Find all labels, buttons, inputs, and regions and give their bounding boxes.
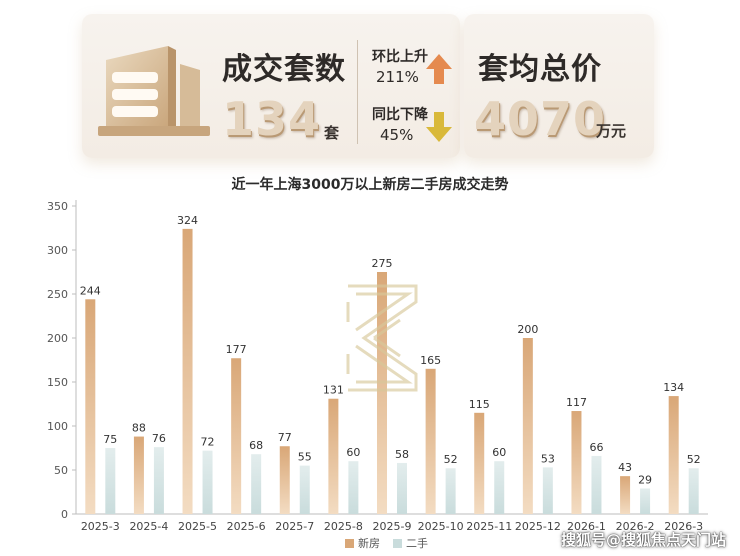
deals-value: 134 <box>222 92 322 146</box>
bar-second-hand <box>640 488 651 514</box>
data-label: 60 <box>492 446 506 459</box>
data-label: 52 <box>444 453 458 466</box>
bar-second-hand <box>688 468 699 514</box>
deals-unit: 套 <box>324 124 340 142</box>
data-label: 88 <box>132 422 146 435</box>
x-tick-label: 2025-4 <box>129 520 168 533</box>
bar-new <box>474 412 485 514</box>
bar-second-hand <box>348 461 359 514</box>
data-label: 55 <box>298 451 312 464</box>
bar-new <box>377 272 387 514</box>
data-label: 60 <box>346 446 360 459</box>
arrow-down-icon <box>426 112 452 142</box>
chart-title: 近一年上海3000万以上新房二手房成交走势 <box>231 177 509 193</box>
x-tick-label: 2025-5 <box>178 520 217 533</box>
data-label: 72 <box>201 436 215 449</box>
arrow-up-icon <box>426 54 452 84</box>
data-label: 134 <box>663 381 684 394</box>
legend-swatch <box>393 539 402 548</box>
bar-new <box>182 228 193 514</box>
deals-label: 成交套数 <box>222 52 346 87</box>
avg-price-label: 套均总价 <box>478 52 602 87</box>
y-tick-label: 300 <box>47 244 68 257</box>
mom-value: 211% <box>376 68 419 86</box>
bar-second-hand <box>105 448 116 514</box>
bar-second-hand <box>542 467 553 514</box>
data-label: 52 <box>687 453 701 466</box>
data-label: 66 <box>589 441 603 454</box>
data-label: 244 <box>80 284 101 297</box>
bar-new <box>231 358 242 514</box>
bar-new <box>571 411 582 514</box>
yoy-value: 45% <box>380 126 414 144</box>
data-label: 29 <box>638 473 652 486</box>
data-label: 117 <box>566 396 587 409</box>
bar-second-hand <box>591 455 602 514</box>
avg-price-unit: 万元 <box>596 122 627 140</box>
divider <box>357 40 358 144</box>
bar-new <box>425 368 436 514</box>
y-tick-label: 350 <box>47 200 68 213</box>
data-label: 275 <box>372 257 393 270</box>
data-label: 324 <box>177 214 198 227</box>
x-tick-label: 2025-8 <box>324 520 363 533</box>
legend-label: 新房 <box>358 536 380 550</box>
y-tick-label: 250 <box>47 288 68 301</box>
data-label: 43 <box>618 461 632 474</box>
x-tick-label: 2026-2 <box>616 520 655 533</box>
x-tick-label: 2025-12 <box>515 520 561 533</box>
x-tick-label: 2026-3 <box>664 520 703 533</box>
x-tick-label: 2025-6 <box>227 520 266 533</box>
y-tick-label: 100 <box>47 420 68 433</box>
data-label: 115 <box>469 398 490 411</box>
data-label: 75 <box>103 433 117 446</box>
x-tick-label: 2025-10 <box>418 520 464 533</box>
summary-card-avg-price <box>464 14 654 158</box>
data-label: 58 <box>395 448 409 461</box>
bar-new <box>279 446 290 514</box>
bar-new <box>328 398 339 514</box>
data-label: 131 <box>323 384 344 397</box>
x-tick-label: 2025-9 <box>373 520 412 533</box>
data-label: 177 <box>226 343 247 356</box>
data-label: 76 <box>152 432 166 445</box>
bar-second-hand <box>202 450 213 514</box>
x-tick-label: 2025-3 <box>81 520 120 533</box>
avg-price-value: 4070 <box>474 92 607 146</box>
building-icon <box>98 46 210 136</box>
bar-new <box>522 338 533 514</box>
mom-label: 环比上升 <box>372 49 428 65</box>
data-label: 68 <box>249 439 263 452</box>
x-tick-label: 2025-11 <box>466 520 512 533</box>
bar-new <box>133 436 144 514</box>
bar-new <box>620 476 631 514</box>
data-label: 200 <box>517 323 538 336</box>
yoy-label: 同比下降 <box>372 107 428 123</box>
y-tick-label: 50 <box>54 464 68 477</box>
logo-watermark-icon <box>346 284 418 392</box>
bar-second-hand <box>397 462 407 514</box>
watermark-text: 搜狐号@搜狐焦点天门站 <box>560 531 726 549</box>
data-label: 53 <box>541 452 555 465</box>
y-tick-label: 150 <box>47 376 68 389</box>
data-label: 165 <box>420 354 441 367</box>
y-tick-label: 200 <box>47 332 68 345</box>
bar-second-hand <box>494 461 505 514</box>
bar-second-hand <box>153 447 164 514</box>
bar-second-hand <box>445 468 456 514</box>
y-tick-label: 0 <box>61 508 68 521</box>
bar-second-hand <box>251 454 262 514</box>
x-tick-label: 2026-1 <box>567 520 606 533</box>
bar-new <box>85 299 96 514</box>
bar-new <box>668 396 679 514</box>
x-tick-label: 2025-7 <box>275 520 314 533</box>
legend-swatch <box>345 539 354 548</box>
data-label: 77 <box>278 431 292 444</box>
legend-label: 二手 <box>406 536 428 550</box>
bar-second-hand <box>299 465 310 514</box>
